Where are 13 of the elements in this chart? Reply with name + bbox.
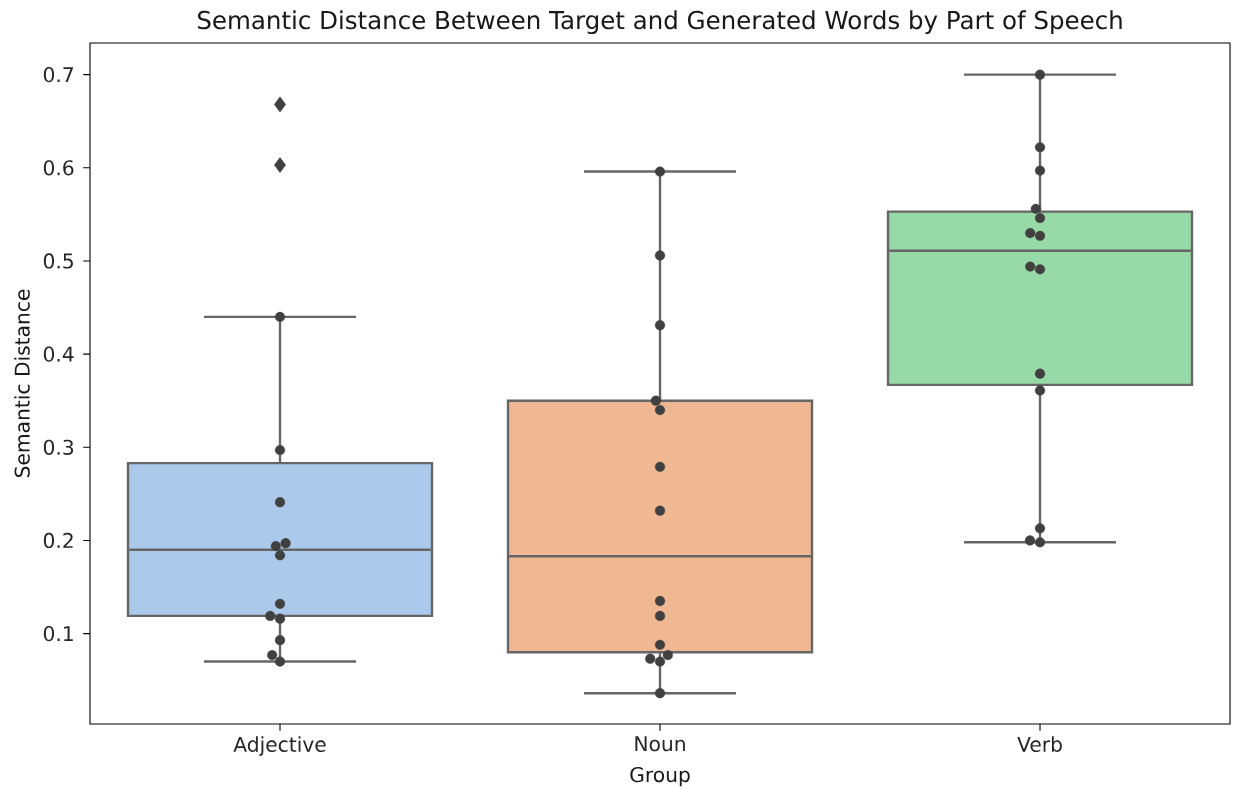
x-tick-label: Noun	[635, 736, 685, 752]
y-tick-label: 0.4	[43, 346, 74, 362]
y-tick-label: 0.5	[43, 253, 73, 269]
x-tick-label: Verb	[1017, 736, 1062, 752]
y-tick-label: 0.7	[43, 67, 73, 83]
x-tick-label: Adjective	[233, 736, 326, 756]
y-axis-title: Semantic Distance	[14, 289, 30, 478]
chart-title: Semantic Distance Between Target and Generated Words by Part of Speech	[197, 10, 1122, 35]
x-axis-title: Group	[630, 766, 690, 787]
y-tick-label: 0.6	[43, 160, 74, 176]
y-tick-label: 0.1	[43, 625, 73, 642]
y-tick-label: 0.3	[43, 439, 74, 455]
y-tick-label: 0.2	[43, 532, 73, 549]
